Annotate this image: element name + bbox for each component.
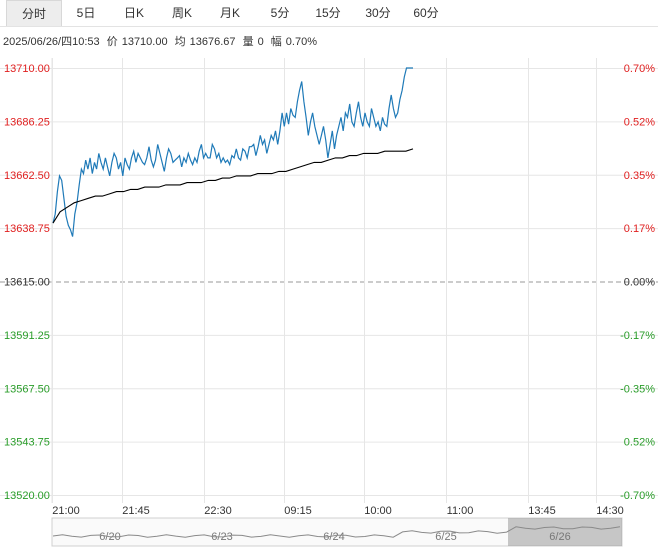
info-price-label: 价 — [106, 36, 118, 48]
info-avg-label: 均 — [174, 36, 186, 48]
chart-series — [52, 67, 414, 237]
navigator-selection[interactable] — [508, 518, 622, 546]
tab-30min[interactable]: 30分 — [365, 6, 391, 20]
y-axis-left: 13710.00 13686.25 13662.50 13638.75 13615.00… — [4, 63, 50, 502]
x-tick: 14:30 — [596, 505, 624, 517]
navigator-label: 6/25 — [435, 531, 456, 543]
x-axis: 21:00 21:45 22:30 09:15 10:00 11:00 13:45 14:30 — [52, 505, 624, 517]
tab-intraday[interactable]: 分时 — [6, 0, 62, 26]
navigator-label: 6/26 — [549, 531, 570, 543]
range-navigator: 6/20 6/23 6/24 6/25 6/26 — [51, 517, 623, 547]
y-tick-right: 0.52% — [624, 116, 655, 128]
price-line — [52, 67, 413, 237]
x-tick: 10:00 — [364, 505, 392, 517]
y-tick-right: -0.17% — [620, 330, 655, 342]
y-tick-right: 0.17% — [624, 223, 655, 235]
y-tick-right: -0.70% — [620, 490, 655, 502]
y-tick-right: 0.00% — [624, 277, 655, 289]
info-price: 13710.00 — [121, 36, 168, 48]
y-tick-left: 13710.00 — [4, 63, 50, 75]
y-tick-left: 13567.50 — [4, 383, 50, 395]
y-tick-right: -0.35% — [620, 383, 655, 395]
tab-weekly-k[interactable]: 周K — [171, 6, 192, 20]
tab-15min[interactable]: 15分 — [315, 6, 341, 20]
x-tick: 21:00 — [52, 505, 80, 517]
y-tick-right: 0.35% — [624, 170, 655, 182]
x-tick: 22:30 — [204, 505, 232, 517]
tab-monthly-k[interactable]: 月K — [219, 6, 240, 20]
y-tick-right: 0.52% — [624, 437, 655, 449]
tab-60min[interactable]: 60分 — [413, 6, 439, 20]
y-tick-left: 13520.00 — [4, 490, 50, 502]
info-change: 0.70% — [285, 36, 317, 48]
navigator-mini-line — [52, 526, 621, 538]
x-tick: 09:15 — [284, 505, 312, 517]
average-line — [52, 148, 414, 224]
y-tick-left: 13543.75 — [4, 437, 50, 449]
x-tick: 21:45 — [122, 505, 150, 517]
tab-5day[interactable]: 5日 — [76, 6, 96, 20]
y-axis-right: 0.70% 0.52% 0.35% 0.17% 0.00% -0.17% -0.35% 0.5… — [620, 63, 655, 502]
tab-daily-k[interactable]: 日K — [123, 6, 144, 20]
x-tick: 11:00 — [447, 505, 474, 517]
info-avg: 13676.67 — [189, 36, 236, 48]
info-volume-label: 量 — [242, 36, 254, 48]
tab-5min[interactable]: 5分 — [270, 6, 290, 20]
y-tick-left: 13662.50 — [4, 170, 50, 182]
y-tick-left: 13615.00 — [4, 277, 50, 289]
navigator-label: 6/24 — [323, 531, 344, 543]
y-tick-right: 0.70% — [624, 63, 655, 75]
y-tick-left: 13591.25 — [4, 330, 50, 342]
info-datetime: 2025/06/26/四10:53 — [3, 36, 100, 48]
y-tick-left: 13638.75 — [4, 223, 50, 235]
y-tick-left: 13686.25 — [4, 116, 50, 128]
period-tabs: 分时 5日 日K 周K 月K 5分 15分 30分 60分 — [0, 0, 658, 27]
info-change-label: 幅 — [270, 36, 282, 48]
x-tick: 13:45 — [528, 505, 556, 517]
info-volume: 0 — [257, 36, 264, 48]
chart-grid — [0, 58, 658, 503]
